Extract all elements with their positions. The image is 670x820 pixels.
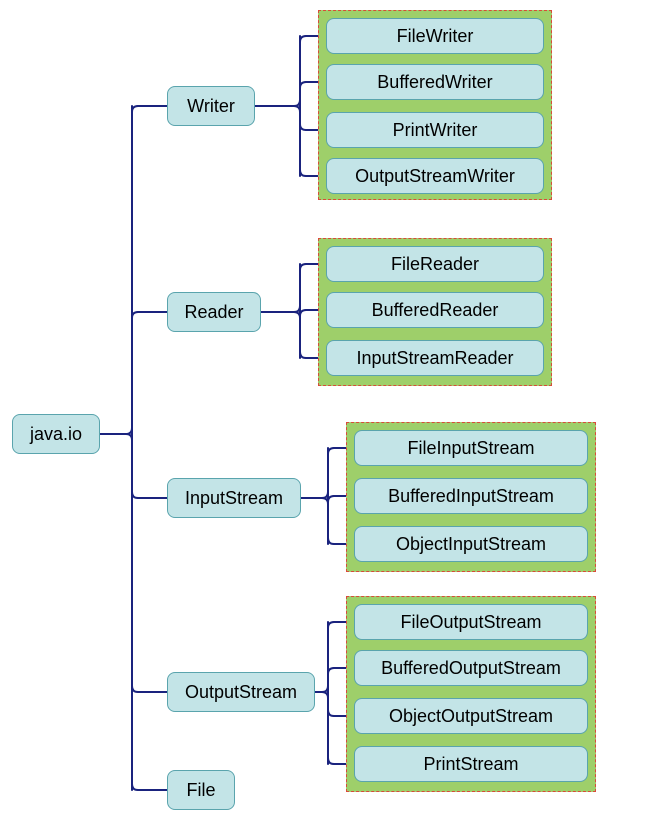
- node-bufferedoutputstream-label: BufferedOutputStream: [381, 658, 561, 679]
- node-fileoutputstream: FileOutputStream: [354, 604, 588, 640]
- node-inputstreamreader: InputStreamReader: [326, 340, 544, 376]
- node-writer: Writer: [167, 86, 255, 126]
- node-objectinputstream: ObjectInputStream: [354, 526, 588, 562]
- node-bufferedreader-label: BufferedReader: [372, 300, 499, 321]
- node-printwriter: PrintWriter: [326, 112, 544, 148]
- node-root-label: java.io: [30, 424, 82, 445]
- node-bufferedreader: BufferedReader: [326, 292, 544, 328]
- node-writer-label: Writer: [187, 96, 235, 117]
- node-bufferedwriter: BufferedWriter: [326, 64, 544, 100]
- node-root: java.io: [12, 414, 100, 454]
- node-reader-label: Reader: [184, 302, 243, 323]
- node-objectinputstream-label: ObjectInputStream: [396, 534, 546, 555]
- node-reader: Reader: [167, 292, 261, 332]
- node-file-label: File: [186, 780, 215, 801]
- node-bufferedwriter-label: BufferedWriter: [377, 72, 492, 93]
- node-outputstreamwriter-label: OutputStreamWriter: [355, 166, 515, 187]
- node-bufferedoutputstream: BufferedOutputStream: [354, 650, 588, 686]
- node-inputstream-label: InputStream: [185, 488, 283, 509]
- node-inputstreamreader-label: InputStreamReader: [356, 348, 513, 369]
- node-fileinputstream: FileInputStream: [354, 430, 588, 466]
- node-objectoutputstream-label: ObjectOutputStream: [389, 706, 553, 727]
- node-outputstream: OutputStream: [167, 672, 315, 712]
- node-outputstreamwriter: OutputStreamWriter: [326, 158, 544, 194]
- node-objectoutputstream: ObjectOutputStream: [354, 698, 588, 734]
- node-printstream-label: PrintStream: [423, 754, 518, 775]
- node-fileinputstream-label: FileInputStream: [407, 438, 534, 459]
- node-fileoutputstream-label: FileOutputStream: [400, 612, 541, 633]
- node-filereader-label: FileReader: [391, 254, 479, 275]
- node-printwriter-label: PrintWriter: [393, 120, 478, 141]
- node-filewriter: FileWriter: [326, 18, 544, 54]
- node-file: File: [167, 770, 235, 810]
- node-printstream: PrintStream: [354, 746, 588, 782]
- node-outputstream-label: OutputStream: [185, 682, 297, 703]
- node-bufferedinputstream: BufferedInputStream: [354, 478, 588, 514]
- node-filereader: FileReader: [326, 246, 544, 282]
- node-inputstream: InputStream: [167, 478, 301, 518]
- node-bufferedinputstream-label: BufferedInputStream: [388, 486, 554, 507]
- node-filewriter-label: FileWriter: [397, 26, 474, 47]
